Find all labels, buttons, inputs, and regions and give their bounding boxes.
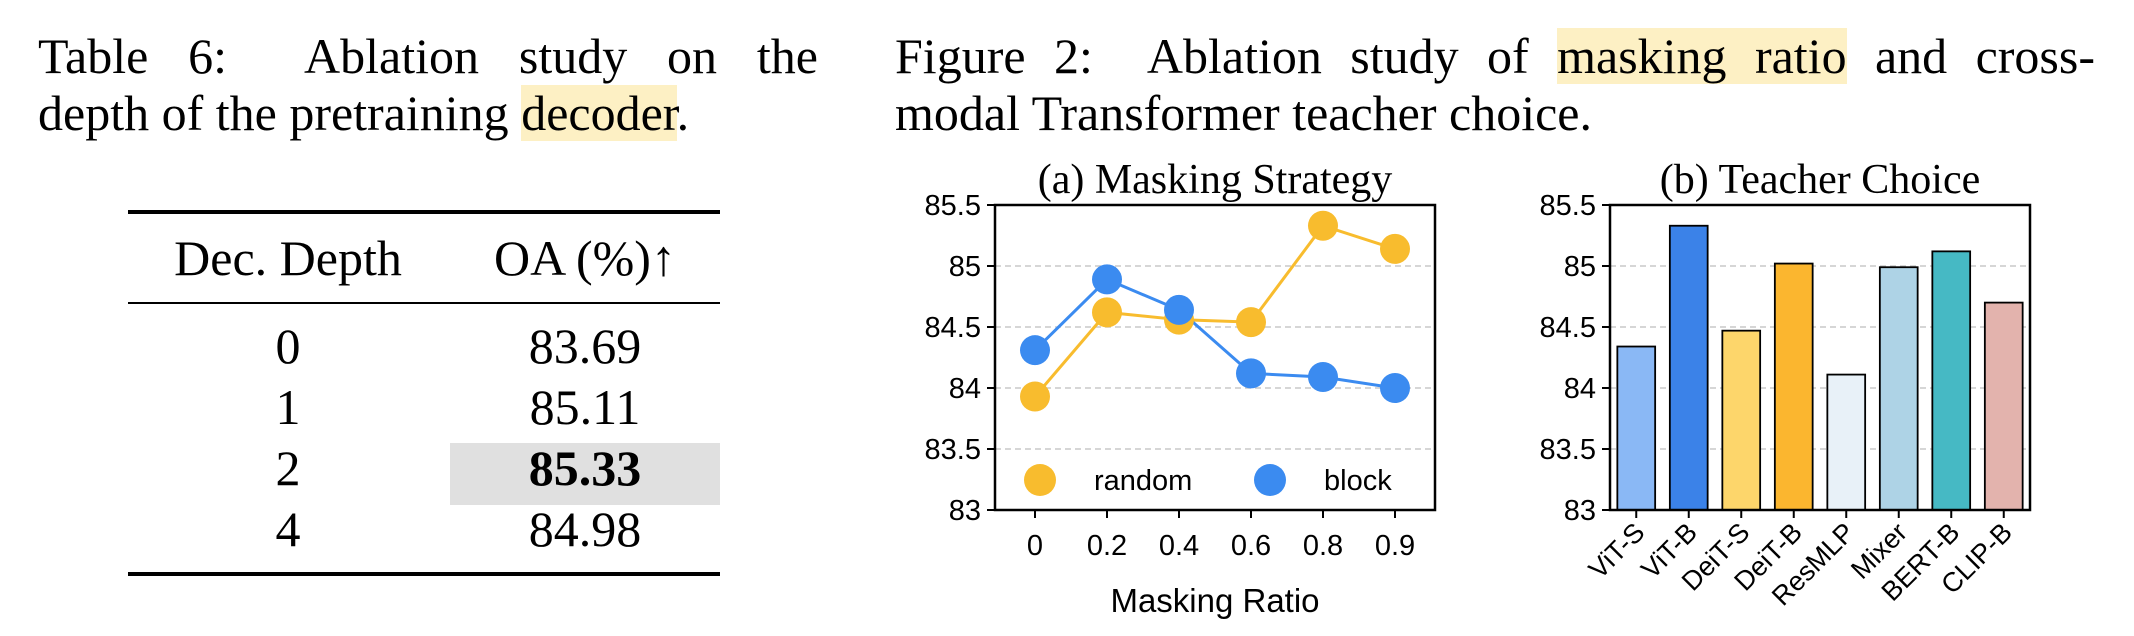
x-tick-label: 0.4 — [1159, 530, 1199, 562]
table-caption-prefix: Table 6: — [38, 28, 228, 84]
best-cell-highlight — [450, 443, 720, 505]
legend-marker-random — [1024, 464, 1056, 496]
table-caption-line2-end: . — [676, 85, 690, 141]
y-tick-label: 83.5 — [925, 434, 981, 466]
plot-frame — [1608, 203, 2032, 512]
data-point-block — [1020, 335, 1050, 366]
data-point-random — [1092, 297, 1122, 328]
data-point-block — [1380, 373, 1410, 403]
bar-resmlp — [1826, 373, 1867, 511]
y-tick-label: 85 — [1564, 251, 1596, 283]
table-bottom-rule — [128, 572, 720, 576]
row-depth: 4 — [275, 501, 301, 557]
legend-marker-block — [1254, 464, 1286, 496]
legend-label-block: block — [1324, 465, 1392, 497]
bar-vit-b — [1668, 224, 1709, 511]
bar-deit-b — [1773, 262, 1814, 511]
bar-clip-b — [1983, 301, 2024, 511]
row-depth: 0 — [275, 318, 301, 374]
data-point-random — [1308, 210, 1338, 241]
data-point-random — [1380, 233, 1410, 264]
row-oa-best: 85.33 — [528, 440, 642, 496]
row-depth: 2 — [275, 440, 301, 496]
y-tick-label: 85.5 — [1540, 190, 1596, 222]
y-tick-label: 83 — [1564, 495, 1596, 527]
bar-vit-s — [1616, 345, 1657, 511]
data-point-block — [1092, 264, 1122, 295]
chart-title: (b) Teacher Choice — [1660, 157, 1980, 203]
bar-mixer — [1878, 266, 1919, 511]
row-oa: 83.69 — [528, 318, 642, 374]
y-tick-label: 85.5 — [925, 190, 981, 222]
header-oa: OA (%)↑ — [494, 230, 676, 286]
masking-strategy-chart: (a) Masking Strategy 83 83.5 84 84.5 85 85.5 0 0… — [925, 157, 1437, 619]
data-point-random — [1236, 307, 1266, 338]
data-point-block — [1164, 294, 1194, 325]
figure-caption-line2: modal Transformer teacher choice. — [895, 85, 1592, 141]
series-line-random — [1033, 223, 1396, 398]
y-tick-label: 85 — [949, 251, 981, 283]
header-dec-depth: Dec. Depth — [174, 230, 402, 286]
x-tick-label: 0.9 — [1375, 530, 1415, 562]
row-oa: 84.98 — [528, 501, 642, 557]
x-tick-label: 0.8 — [1303, 530, 1343, 562]
table-top-rule — [128, 210, 720, 214]
y-tick-label: 84 — [949, 373, 981, 405]
x-tick-label: 0.6 — [1231, 530, 1271, 562]
x-tick-label: 0 — [1027, 530, 1043, 562]
legend-label-random: random — [1094, 465, 1192, 497]
bar-deit-s — [1721, 329, 1762, 511]
table-caption: Table 6: Ablation study on the depth of … — [38, 28, 818, 142]
figure-caption-prefix: Figure 2: — [895, 28, 1093, 84]
y-tick-label: 84.5 — [925, 312, 981, 344]
table-caption-line2: depth of the pretraining — [38, 85, 522, 141]
figure-caption-line1: Ablation study of — [1146, 28, 1558, 84]
y-tick-label: 83 — [949, 495, 981, 527]
table-caption-highlight: decoder — [521, 85, 677, 141]
row-oa: 85.11 — [529, 379, 641, 435]
teacher-choice-chart: (b) Teacher Choice 83 83.5 84 84.5 85 85.5 ViT-… — [1540, 157, 2032, 611]
figure-caption-highlight: masking ratio — [1557, 28, 1847, 84]
figure-caption-line1-end: and cross- — [1846, 28, 2095, 84]
bar-bert-b — [1931, 250, 1972, 511]
x-tick-label: ViT-S — [1583, 517, 1651, 585]
y-tick-label: 84.5 — [1540, 312, 1596, 344]
data-point-random — [1020, 381, 1050, 412]
table-caption-line1: Ablation study on the — [304, 28, 818, 84]
row-depth: 1 — [275, 379, 301, 435]
x-tick-label: 0.2 — [1087, 530, 1127, 562]
plot-frame — [993, 203, 1437, 512]
x-axis-label: Masking Ratio — [1110, 582, 1319, 619]
y-tick-label: 83.5 — [1540, 434, 1596, 466]
chart-title: (a) Masking Strategy — [1038, 157, 1393, 203]
y-tick-label: 84 — [1564, 373, 1596, 405]
data-point-block — [1308, 362, 1338, 393]
figure-caption: Figure 2: Ablation study of masking rati… — [895, 28, 2095, 142]
table-header-rule — [128, 302, 720, 304]
data-point-block — [1236, 358, 1266, 389]
